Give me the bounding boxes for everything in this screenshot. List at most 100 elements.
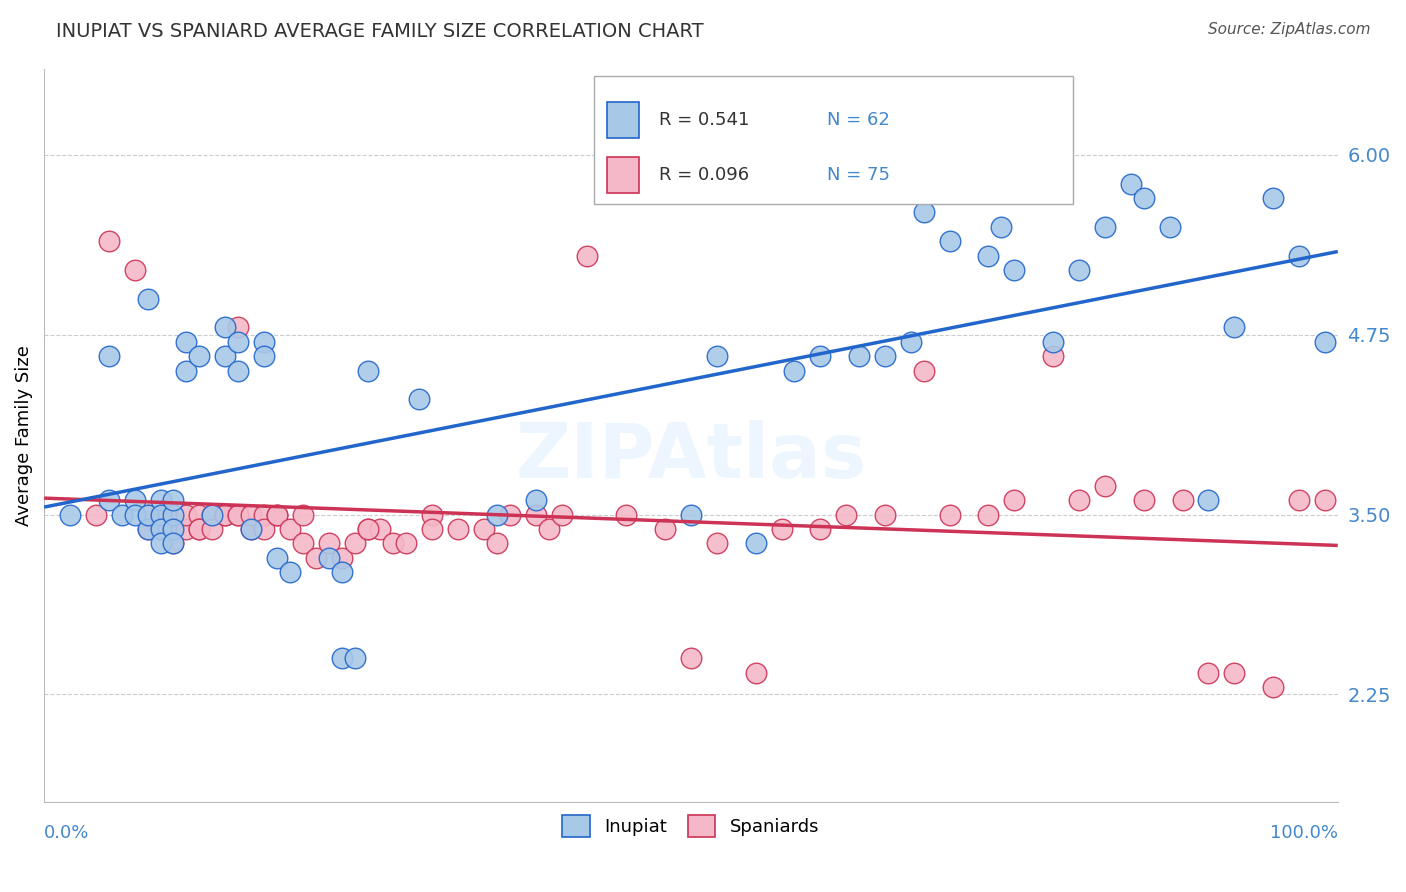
Point — [977, 248, 1000, 262]
Point — [848, 349, 870, 363]
Point — [318, 550, 340, 565]
Point — [356, 364, 378, 378]
Point — [149, 508, 172, 522]
Point — [214, 349, 236, 363]
Point — [524, 508, 547, 522]
Point — [1261, 680, 1284, 694]
FancyBboxPatch shape — [607, 157, 640, 194]
Point — [176, 334, 198, 349]
Point — [291, 536, 314, 550]
Point — [176, 508, 198, 522]
Point — [679, 651, 702, 665]
Point — [162, 536, 184, 550]
Point — [537, 522, 560, 536]
Point — [162, 522, 184, 536]
Point — [162, 493, 184, 508]
Point — [1261, 191, 1284, 205]
Point — [149, 522, 172, 536]
Point — [97, 349, 120, 363]
Point — [1288, 493, 1310, 508]
Point — [253, 349, 276, 363]
Point — [136, 508, 159, 522]
Point — [1002, 493, 1025, 508]
Point — [201, 522, 224, 536]
Point — [214, 508, 236, 522]
Point — [124, 508, 146, 522]
Point — [1288, 248, 1310, 262]
Point — [226, 334, 249, 349]
Text: 0.0%: 0.0% — [44, 824, 90, 842]
Point — [162, 522, 184, 536]
Point — [162, 508, 184, 522]
Point — [343, 536, 366, 550]
Point — [226, 364, 249, 378]
Point — [1067, 493, 1090, 508]
Point — [420, 508, 443, 522]
Point — [1094, 479, 1116, 493]
Point — [808, 349, 831, 363]
Point — [977, 508, 1000, 522]
Point — [1132, 191, 1154, 205]
Point — [240, 508, 263, 522]
Point — [266, 550, 288, 565]
Point — [1042, 334, 1064, 349]
Point — [318, 536, 340, 550]
Point — [253, 508, 276, 522]
Point — [1002, 263, 1025, 277]
Point — [149, 522, 172, 536]
Point — [162, 522, 184, 536]
Text: 100.0%: 100.0% — [1270, 824, 1337, 842]
Text: ZIPAtlas: ZIPAtlas — [516, 420, 866, 494]
Point — [97, 493, 120, 508]
Point — [266, 508, 288, 522]
Point — [679, 508, 702, 522]
Point — [266, 508, 288, 522]
Point — [149, 508, 172, 522]
Point — [188, 522, 211, 536]
Point — [654, 522, 676, 536]
FancyBboxPatch shape — [607, 102, 640, 138]
Point — [214, 320, 236, 334]
Point — [97, 234, 120, 248]
Point — [1223, 665, 1246, 680]
Point — [124, 493, 146, 508]
Point — [1171, 493, 1194, 508]
Point — [370, 522, 392, 536]
Point — [408, 392, 430, 407]
Point — [783, 364, 806, 378]
Point — [136, 292, 159, 306]
Point — [744, 665, 766, 680]
Point — [149, 493, 172, 508]
Point — [253, 522, 276, 536]
Point — [472, 522, 495, 536]
Point — [873, 508, 896, 522]
Point — [1197, 493, 1219, 508]
Text: N = 75: N = 75 — [827, 166, 890, 184]
Point — [706, 536, 728, 550]
Point — [214, 508, 236, 522]
Point — [1094, 219, 1116, 234]
Point — [188, 508, 211, 522]
Text: R = 0.541: R = 0.541 — [658, 111, 749, 128]
Point — [1223, 320, 1246, 334]
Point — [420, 522, 443, 536]
Point — [912, 205, 935, 219]
Point — [744, 536, 766, 550]
Text: N = 62: N = 62 — [827, 111, 890, 128]
Point — [1119, 177, 1142, 191]
Point — [226, 320, 249, 334]
Point — [226, 508, 249, 522]
Point — [330, 550, 353, 565]
Point — [330, 651, 353, 665]
Point — [226, 508, 249, 522]
Point — [938, 508, 960, 522]
Point — [136, 522, 159, 536]
Point — [201, 508, 224, 522]
FancyBboxPatch shape — [593, 76, 1073, 204]
Point — [835, 508, 858, 522]
Point — [1042, 349, 1064, 363]
Point — [162, 508, 184, 522]
Point — [912, 364, 935, 378]
Point — [1159, 219, 1181, 234]
Point — [1313, 334, 1336, 349]
